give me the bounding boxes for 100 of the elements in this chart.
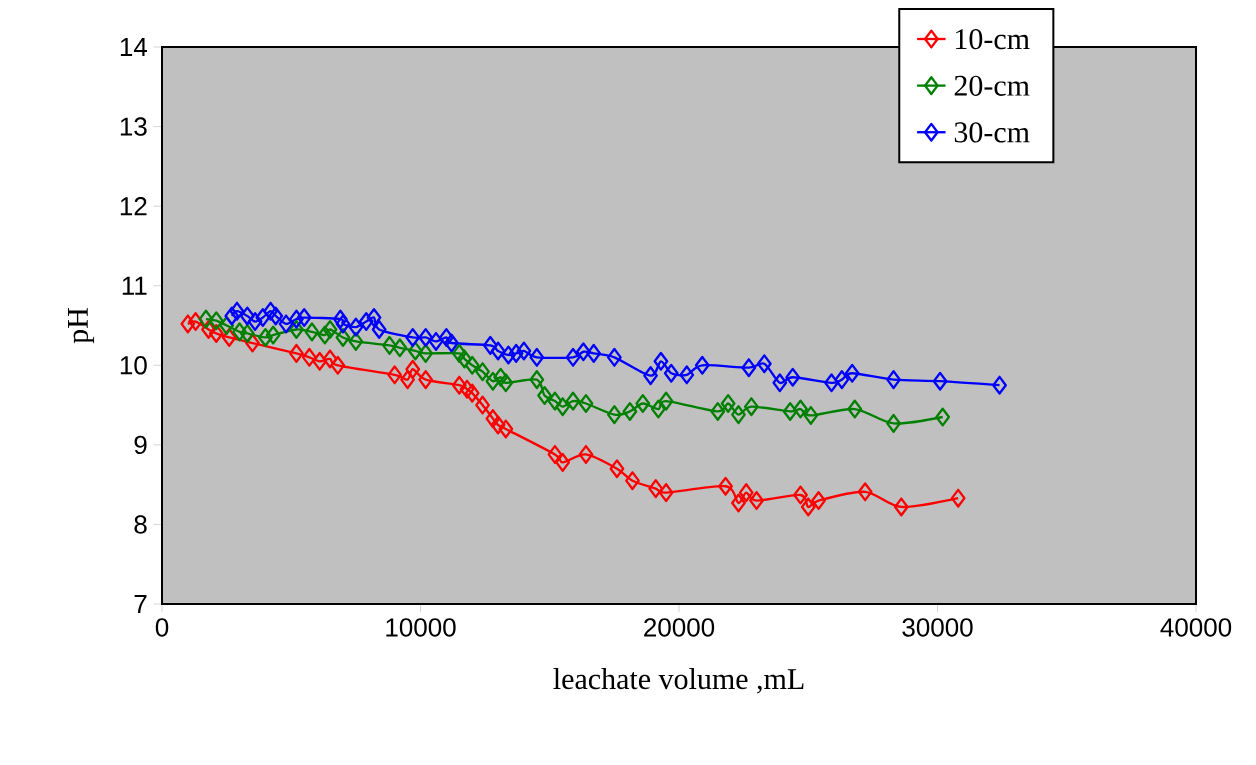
point xyxy=(392,338,408,358)
point xyxy=(330,355,346,375)
point xyxy=(289,309,304,329)
point xyxy=(482,335,498,355)
point xyxy=(400,370,415,390)
point xyxy=(405,359,421,379)
point xyxy=(459,379,475,399)
point xyxy=(418,370,434,390)
point xyxy=(382,335,397,355)
point xyxy=(232,322,247,342)
x-tick-label: 40000 xyxy=(1160,618,1232,637)
point xyxy=(444,333,459,353)
point xyxy=(516,341,532,361)
point xyxy=(278,314,294,334)
point xyxy=(720,393,736,413)
point xyxy=(606,405,622,425)
point xyxy=(239,306,255,326)
point xyxy=(418,343,434,363)
point xyxy=(490,341,506,361)
y-tick-label: 13 xyxy=(120,117,147,136)
point xyxy=(498,419,514,439)
point xyxy=(658,483,674,503)
point xyxy=(793,399,808,419)
point xyxy=(255,308,271,328)
point xyxy=(650,399,666,419)
point xyxy=(694,355,710,375)
x-tick-label: 20000 xyxy=(644,618,715,637)
point xyxy=(886,413,901,433)
point xyxy=(180,314,196,334)
point xyxy=(335,327,351,347)
point xyxy=(464,355,480,375)
point xyxy=(738,483,754,503)
point xyxy=(304,322,320,342)
point xyxy=(609,459,625,479)
point xyxy=(257,327,273,347)
y-tick-label: 9 xyxy=(134,435,147,455)
point xyxy=(475,362,490,382)
point xyxy=(537,386,553,406)
legend-label: 10-cm xyxy=(956,29,1030,50)
point xyxy=(219,316,235,336)
y-tick-label: 10 xyxy=(120,356,147,375)
point xyxy=(500,345,516,365)
point xyxy=(743,397,759,417)
point xyxy=(886,370,901,390)
point xyxy=(785,367,801,387)
point xyxy=(731,493,746,513)
point xyxy=(247,312,263,332)
point xyxy=(834,370,850,390)
point xyxy=(741,358,757,378)
point xyxy=(663,363,679,383)
point xyxy=(625,471,640,491)
point xyxy=(221,327,237,347)
x-tick-label: 0 xyxy=(155,618,169,637)
point xyxy=(653,351,669,371)
point xyxy=(578,444,594,464)
y-tick-label: 11 xyxy=(122,276,147,295)
point xyxy=(756,354,772,374)
point xyxy=(265,325,281,345)
point xyxy=(800,497,816,517)
point xyxy=(475,395,490,415)
y-tick-label: 14 xyxy=(120,38,148,56)
y-axis-title: pH xyxy=(68,308,95,344)
point xyxy=(932,371,948,391)
point xyxy=(547,391,563,411)
point xyxy=(803,405,819,425)
point xyxy=(366,308,382,328)
point xyxy=(555,397,571,417)
point xyxy=(322,349,338,369)
point xyxy=(438,327,454,347)
point xyxy=(224,306,240,326)
point xyxy=(405,327,421,347)
point xyxy=(263,301,278,321)
x-axis-title: leachate volume ,mL xyxy=(553,668,804,694)
point xyxy=(296,308,312,328)
point xyxy=(348,331,364,351)
point xyxy=(643,366,658,386)
point xyxy=(772,373,788,393)
point xyxy=(289,343,304,363)
point xyxy=(229,301,245,321)
point xyxy=(188,312,204,332)
point xyxy=(451,343,467,363)
point xyxy=(893,497,909,517)
point xyxy=(451,375,467,395)
point xyxy=(679,365,695,385)
point xyxy=(245,333,260,353)
point xyxy=(387,365,403,385)
point xyxy=(992,375,1007,395)
point xyxy=(485,409,501,429)
point xyxy=(529,370,545,390)
point xyxy=(371,319,387,339)
point xyxy=(498,373,514,393)
point xyxy=(418,327,434,347)
point xyxy=(935,407,951,427)
point xyxy=(950,488,966,508)
point xyxy=(508,343,524,363)
point xyxy=(606,347,622,367)
point xyxy=(332,309,348,329)
point xyxy=(208,311,224,331)
point xyxy=(622,401,638,421)
point xyxy=(710,401,726,421)
